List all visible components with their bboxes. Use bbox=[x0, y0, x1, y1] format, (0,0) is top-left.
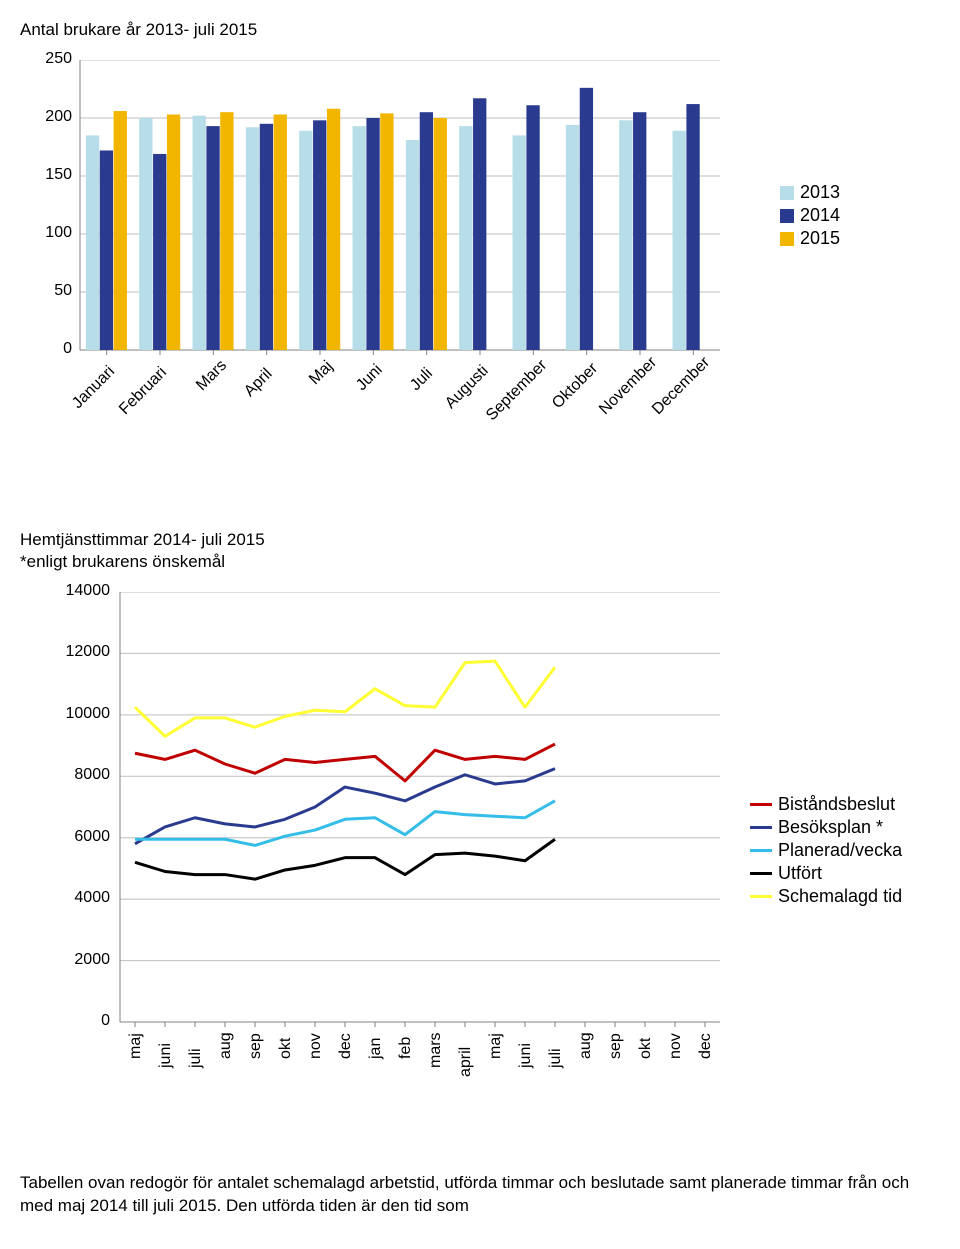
legend-swatch bbox=[750, 803, 772, 806]
line-x-label: okt bbox=[277, 1043, 295, 1059]
line-y-tick: 12000 bbox=[20, 643, 110, 661]
line-x-label: sep bbox=[607, 1043, 625, 1059]
line-x-label: nov bbox=[667, 1043, 685, 1059]
bar-x-label: Juli bbox=[407, 365, 437, 395]
legend-item: Schemalagd tid bbox=[750, 886, 902, 907]
legend-swatch bbox=[750, 826, 772, 829]
legend-swatch bbox=[750, 849, 772, 852]
legend-item: Besöksplan * bbox=[750, 817, 902, 838]
legend-label: Schemalagd tid bbox=[778, 886, 902, 907]
line-y-tick: 4000 bbox=[20, 889, 110, 907]
legend-label: 2015 bbox=[800, 228, 840, 249]
line-x-label: dec bbox=[697, 1043, 715, 1059]
bar-y-tick: 250 bbox=[20, 50, 72, 68]
bar-chart: JanuariFebruari Mars April Maj Juni JuliAugus… bbox=[20, 60, 900, 460]
legend-label: 2013 bbox=[800, 182, 840, 203]
legend-label: Utfört bbox=[778, 863, 822, 884]
legend-item: Planerad/vecka bbox=[750, 840, 902, 861]
bar-x-label: Augusti bbox=[442, 362, 492, 412]
line-x-label: maj bbox=[127, 1043, 145, 1059]
line-y-tick: 8000 bbox=[20, 766, 110, 784]
line-chart-subtitle: *enligt brukarens önskemål bbox=[20, 552, 940, 572]
legend-item: 2013 bbox=[780, 182, 840, 203]
line-y-tick: 2000 bbox=[20, 951, 110, 969]
line-x-label: juli bbox=[547, 1052, 565, 1068]
bar-y-tick: 50 bbox=[20, 282, 72, 300]
line-y-tick: 14000 bbox=[20, 582, 110, 600]
line-x-label: maj bbox=[487, 1043, 505, 1059]
bar-y-tick: 150 bbox=[20, 166, 72, 184]
line-x-label: april bbox=[457, 1061, 475, 1077]
line-x-label: nov bbox=[307, 1043, 325, 1059]
line-x-label: juni bbox=[157, 1052, 175, 1068]
line-y-tick: 0 bbox=[20, 1012, 110, 1030]
bar-x-label: Maj bbox=[306, 358, 337, 389]
bar-x-label: Oktober bbox=[549, 360, 602, 413]
bar-y-tick: 0 bbox=[20, 340, 72, 358]
bar-chart-title: Antal brukare år 2013- juli 2015 bbox=[20, 20, 940, 40]
legend-label: Besöksplan * bbox=[778, 817, 883, 838]
line-x-label: mars bbox=[427, 1052, 445, 1068]
bar-chart-legend: 201320142015 bbox=[780, 180, 840, 251]
legend-swatch bbox=[750, 895, 772, 898]
legend-swatch bbox=[780, 232, 794, 246]
legend-label: Biståndsbeslut bbox=[778, 794, 895, 815]
line-x-label: dec bbox=[337, 1043, 355, 1059]
line-chart: majjunijuliaugsepoktnovdecjanfebmarsapri… bbox=[20, 592, 940, 1102]
line-chart-legend: BiståndsbeslutBesöksplan *Planerad/vecka… bbox=[750, 792, 902, 909]
line-y-tick: 10000 bbox=[20, 705, 110, 723]
legend-item: 2014 bbox=[780, 205, 840, 226]
line-x-label: jan bbox=[367, 1043, 385, 1059]
line-x-label: aug bbox=[577, 1043, 595, 1059]
legend-label: Planerad/vecka bbox=[778, 840, 902, 861]
line-chart-title: Hemtjänsttimmar 2014- juli 2015 bbox=[20, 530, 940, 550]
line-x-label: juli bbox=[187, 1052, 205, 1068]
legend-swatch bbox=[750, 872, 772, 875]
line-x-label: aug bbox=[217, 1043, 235, 1059]
line-x-label: feb bbox=[397, 1043, 415, 1059]
bar-x-label: Februari bbox=[116, 364, 171, 419]
legend-item: 2015 bbox=[780, 228, 840, 249]
bar-x-label: April bbox=[241, 365, 276, 400]
legend-item: Utfört bbox=[750, 863, 902, 884]
bar-y-tick: 200 bbox=[20, 108, 72, 126]
line-y-tick: 6000 bbox=[20, 828, 110, 846]
bar-chart-svg bbox=[20, 60, 900, 360]
line-x-label: okt bbox=[637, 1043, 655, 1059]
bar-x-label: Juni bbox=[353, 361, 386, 394]
legend-swatch bbox=[780, 186, 794, 200]
body-text: Tabellen ovan redogör för antalet schema… bbox=[20, 1172, 940, 1218]
legend-item: Biståndsbeslut bbox=[750, 794, 902, 815]
bar-x-label: September bbox=[483, 357, 551, 425]
line-x-label: sep bbox=[247, 1043, 265, 1059]
bar-x-label: Januari bbox=[69, 363, 119, 413]
bar-y-tick: 100 bbox=[20, 224, 72, 242]
legend-label: 2014 bbox=[800, 205, 840, 226]
bar-x-label: Mars bbox=[193, 357, 231, 395]
line-x-label: juni bbox=[517, 1052, 535, 1068]
legend-swatch bbox=[780, 209, 794, 223]
